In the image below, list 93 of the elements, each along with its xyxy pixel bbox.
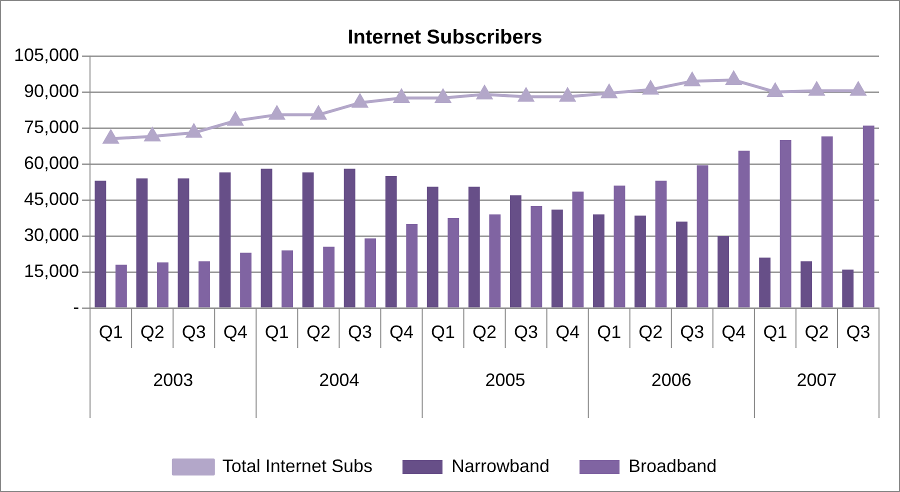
bar bbox=[718, 236, 729, 308]
text: 2003 bbox=[153, 370, 194, 390]
bar bbox=[551, 210, 563, 308]
x-tick-label: Q4 bbox=[223, 322, 248, 342]
bar bbox=[468, 186, 480, 308]
x-tick-label: Q2 bbox=[306, 322, 330, 342]
bar bbox=[116, 264, 127, 308]
x-tick-label: Q1 bbox=[597, 322, 622, 342]
bar bbox=[655, 180, 667, 308]
x-tick-label: Q2 bbox=[804, 322, 829, 342]
bar bbox=[634, 216, 646, 308]
point bbox=[269, 106, 284, 120]
y-tick-label: - bbox=[73, 296, 80, 317]
y-tick-label: 45,000 bbox=[24, 188, 80, 209]
bar bbox=[240, 252, 252, 308]
bar bbox=[821, 136, 833, 308]
text: 2004 bbox=[319, 370, 360, 390]
x-tick-label: Q2 bbox=[140, 322, 164, 342]
text: 2006 bbox=[651, 370, 692, 390]
bar bbox=[157, 262, 168, 308]
x-tick-label: Q1 bbox=[264, 322, 289, 342]
point bbox=[850, 82, 866, 96]
point bbox=[476, 86, 492, 100]
point bbox=[228, 112, 243, 126]
bar bbox=[572, 192, 584, 308]
point bbox=[643, 81, 658, 95]
y-tick-label: 90,000 bbox=[24, 80, 80, 101]
point bbox=[103, 130, 118, 144]
point bbox=[768, 84, 783, 97]
point bbox=[684, 72, 700, 86]
legend-label: Total Internet Subs bbox=[222, 456, 372, 476]
y-tick-label: 105,000 bbox=[14, 44, 80, 65]
bar bbox=[136, 178, 148, 308]
point bbox=[435, 90, 451, 103]
x-tick-label: Q1 bbox=[98, 322, 123, 342]
bar bbox=[426, 186, 438, 308]
x-tick-label: Q3 bbox=[348, 322, 372, 342]
y-tick-label: 30,000 bbox=[24, 224, 80, 245]
bar bbox=[448, 218, 460, 308]
bar bbox=[489, 214, 501, 308]
bar bbox=[676, 222, 688, 308]
bar bbox=[406, 224, 418, 308]
bar bbox=[530, 206, 542, 308]
text: 2005 bbox=[485, 370, 526, 390]
bar bbox=[260, 168, 272, 308]
bar bbox=[94, 180, 106, 308]
x-tick-label: Q3 bbox=[680, 322, 704, 342]
x-tick-label: Q3 bbox=[182, 322, 206, 342]
x-tick-label: Q4 bbox=[722, 322, 746, 342]
text: 2007 bbox=[796, 370, 837, 390]
bar bbox=[364, 238, 376, 308]
y-tick-label: 60,000 bbox=[24, 152, 80, 173]
x-tick-label: Q4 bbox=[556, 322, 580, 342]
bar bbox=[696, 165, 708, 308]
x-tick-label: Q4 bbox=[389, 322, 414, 342]
legend-label: Narrowband bbox=[451, 456, 550, 476]
x-tick-label: Q2 bbox=[638, 322, 663, 342]
bar bbox=[198, 261, 210, 308]
bar bbox=[862, 126, 874, 308]
x-tick-label: Q3 bbox=[846, 322, 870, 342]
bar bbox=[510, 195, 522, 308]
y-tick-label: 15,000 bbox=[24, 260, 80, 281]
legend-label: Broadband bbox=[628, 456, 717, 476]
x-tick-label: Q3 bbox=[514, 322, 538, 342]
bar bbox=[842, 270, 854, 308]
x-tick-label: Q1 bbox=[763, 322, 788, 342]
y-tick-label: 75,000 bbox=[24, 116, 80, 137]
bar bbox=[780, 140, 792, 308]
point bbox=[560, 88, 576, 102]
point bbox=[518, 88, 534, 102]
bar bbox=[178, 178, 190, 308]
point bbox=[726, 72, 742, 85]
point bbox=[809, 82, 824, 96]
bar bbox=[385, 176, 397, 308]
point bbox=[310, 106, 326, 120]
x-tick-label: Q1 bbox=[431, 322, 456, 342]
bar bbox=[323, 246, 335, 308]
bar bbox=[219, 172, 231, 308]
point bbox=[394, 90, 410, 103]
bar bbox=[344, 168, 356, 308]
x-tick-label: Q2 bbox=[472, 322, 497, 342]
chart-title: Internet Subscribers bbox=[348, 26, 542, 49]
bar bbox=[593, 214, 604, 308]
bar bbox=[302, 172, 314, 308]
point bbox=[144, 128, 160, 142]
bar bbox=[759, 258, 771, 308]
bar bbox=[800, 261, 812, 308]
bar bbox=[738, 150, 750, 308]
point bbox=[602, 84, 617, 98]
bar bbox=[614, 186, 626, 308]
bar bbox=[282, 250, 294, 308]
point bbox=[352, 94, 368, 108]
point bbox=[186, 124, 202, 138]
